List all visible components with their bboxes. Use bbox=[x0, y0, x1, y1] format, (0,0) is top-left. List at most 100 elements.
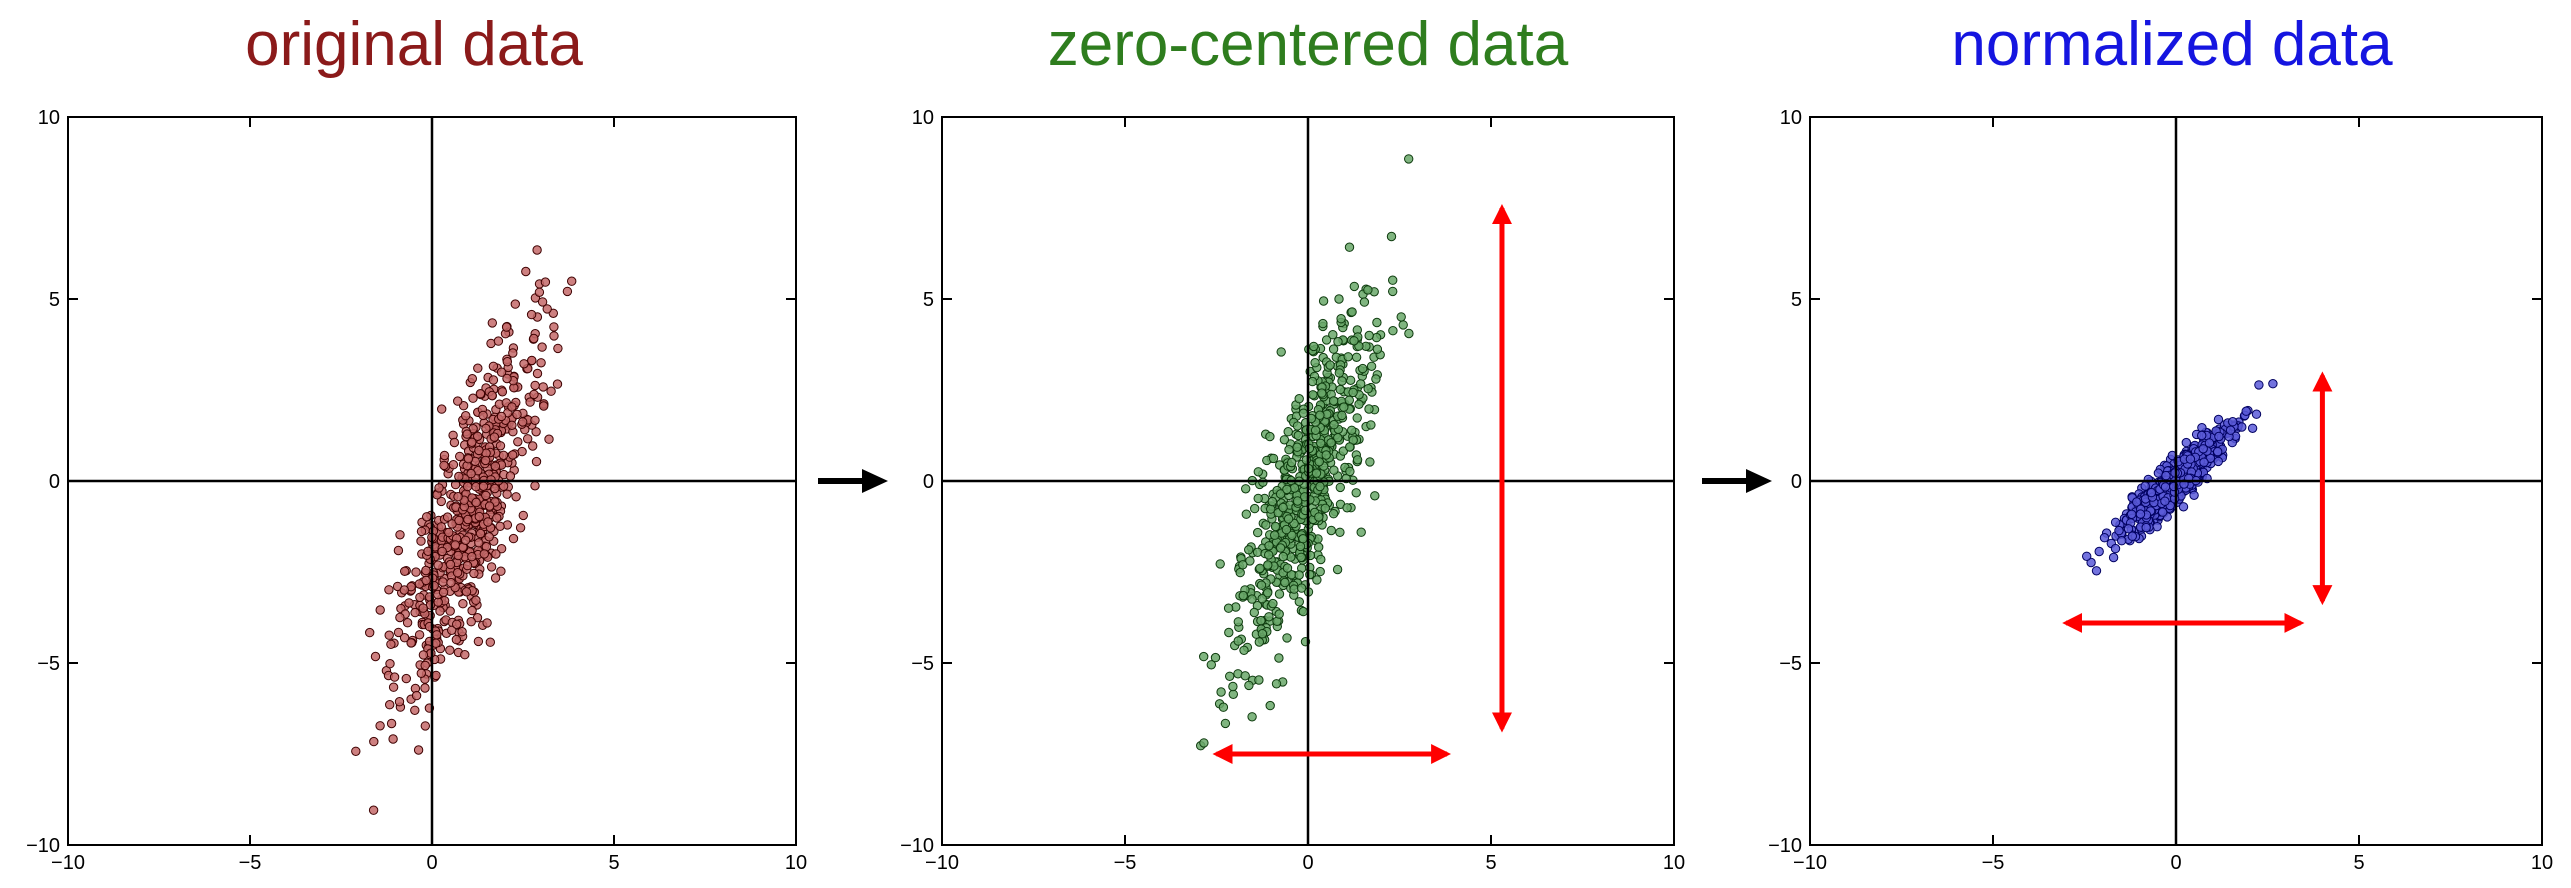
data-point bbox=[2091, 566, 2102, 576]
data-point bbox=[1228, 689, 1239, 699]
data-point bbox=[2198, 444, 2208, 454]
data-point bbox=[518, 417, 528, 427]
data-point bbox=[527, 355, 537, 366]
data-point bbox=[370, 651, 381, 662]
data-point bbox=[1386, 231, 1397, 242]
data-point bbox=[1315, 566, 1325, 577]
data-point bbox=[1279, 435, 1290, 445]
axes: −10 −5 0 5 10 10 5 0 −5 −10 bbox=[26, 107, 807, 874]
data-point bbox=[1298, 534, 1308, 544]
data-point bbox=[1215, 559, 1225, 569]
data-point bbox=[2189, 490, 2199, 500]
data-point bbox=[437, 404, 447, 414]
data-point bbox=[1282, 633, 1292, 643]
data-point bbox=[447, 625, 457, 635]
data-point bbox=[1345, 442, 1355, 452]
data-point bbox=[394, 697, 405, 707]
y-tick-label: 5 bbox=[49, 289, 60, 311]
data-point bbox=[549, 322, 559, 332]
data-point bbox=[1363, 285, 1373, 295]
data-point bbox=[490, 461, 501, 471]
data-point bbox=[436, 522, 446, 532]
data-point bbox=[537, 297, 548, 307]
data-point bbox=[537, 342, 547, 352]
data-point bbox=[496, 566, 506, 576]
data-point bbox=[1404, 154, 1414, 164]
data-point bbox=[483, 517, 493, 527]
data-point bbox=[1275, 543, 1286, 553]
y-tick-label: 5 bbox=[1791, 289, 1802, 311]
data-point bbox=[1310, 358, 1320, 368]
data-point bbox=[2158, 507, 2168, 517]
data-point bbox=[1245, 556, 1255, 566]
data-point bbox=[462, 481, 473, 492]
data-point bbox=[2214, 431, 2224, 442]
data-point bbox=[528, 441, 538, 451]
data-point bbox=[1321, 450, 1331, 460]
data-point bbox=[369, 736, 379, 747]
data-point bbox=[467, 374, 477, 384]
data-point bbox=[448, 460, 459, 470]
data-point bbox=[507, 402, 517, 412]
data-point bbox=[515, 523, 526, 533]
data-point bbox=[1315, 410, 1325, 420]
data-point bbox=[2213, 446, 2223, 457]
data-point bbox=[463, 454, 474, 464]
data-point bbox=[489, 432, 500, 442]
data-point bbox=[418, 650, 429, 660]
data-point bbox=[2241, 406, 2251, 416]
data-point bbox=[567, 276, 577, 286]
data-point bbox=[540, 277, 551, 287]
data-point bbox=[2161, 470, 2171, 481]
data-point bbox=[1247, 712, 1257, 722]
data-point bbox=[2094, 546, 2104, 557]
data-point bbox=[450, 540, 460, 550]
data-point bbox=[1342, 503, 1352, 513]
data-point bbox=[1371, 374, 1381, 384]
data-point bbox=[438, 577, 448, 587]
data-point bbox=[526, 309, 537, 320]
x-tick-label: −10 bbox=[1793, 852, 1827, 874]
data-point bbox=[384, 585, 394, 595]
data-point bbox=[1282, 563, 1293, 573]
data-point bbox=[1294, 394, 1304, 404]
data-point bbox=[466, 468, 476, 479]
data-point bbox=[1352, 455, 1363, 465]
data-point bbox=[480, 455, 491, 466]
data-point bbox=[1318, 296, 1329, 306]
data-point bbox=[1263, 588, 1273, 598]
data-point bbox=[1335, 527, 1345, 537]
data-point bbox=[536, 358, 546, 368]
data-point bbox=[1333, 433, 1343, 443]
data-point bbox=[386, 718, 397, 729]
data-point bbox=[2127, 509, 2137, 519]
data-point bbox=[1270, 530, 1280, 540]
data-point bbox=[1328, 396, 1339, 406]
data-point bbox=[1334, 368, 1345, 378]
data-point bbox=[453, 492, 463, 502]
data-point bbox=[463, 514, 473, 525]
data-point bbox=[1287, 457, 1297, 468]
data-point bbox=[1314, 457, 1324, 467]
data-point bbox=[455, 451, 465, 462]
data-point bbox=[471, 497, 481, 508]
data-point bbox=[1233, 617, 1244, 627]
data-point bbox=[495, 521, 505, 531]
data-point bbox=[1253, 467, 1264, 477]
data-point bbox=[1335, 482, 1346, 493]
data-point bbox=[420, 660, 430, 671]
data-point bbox=[1238, 590, 1249, 601]
data-point bbox=[1329, 465, 1339, 475]
data-point bbox=[416, 536, 426, 546]
data-point bbox=[530, 380, 540, 391]
data-point bbox=[552, 379, 563, 389]
data-point bbox=[1326, 525, 1337, 536]
data-point bbox=[1351, 352, 1362, 362]
data-point bbox=[453, 550, 463, 561]
y-tick-label: 10 bbox=[912, 107, 934, 129]
data-point bbox=[1244, 680, 1254, 691]
data-point bbox=[1292, 496, 1303, 506]
scatter-points bbox=[2082, 379, 2278, 576]
data-point bbox=[1388, 286, 1398, 297]
data-point bbox=[474, 511, 484, 522]
